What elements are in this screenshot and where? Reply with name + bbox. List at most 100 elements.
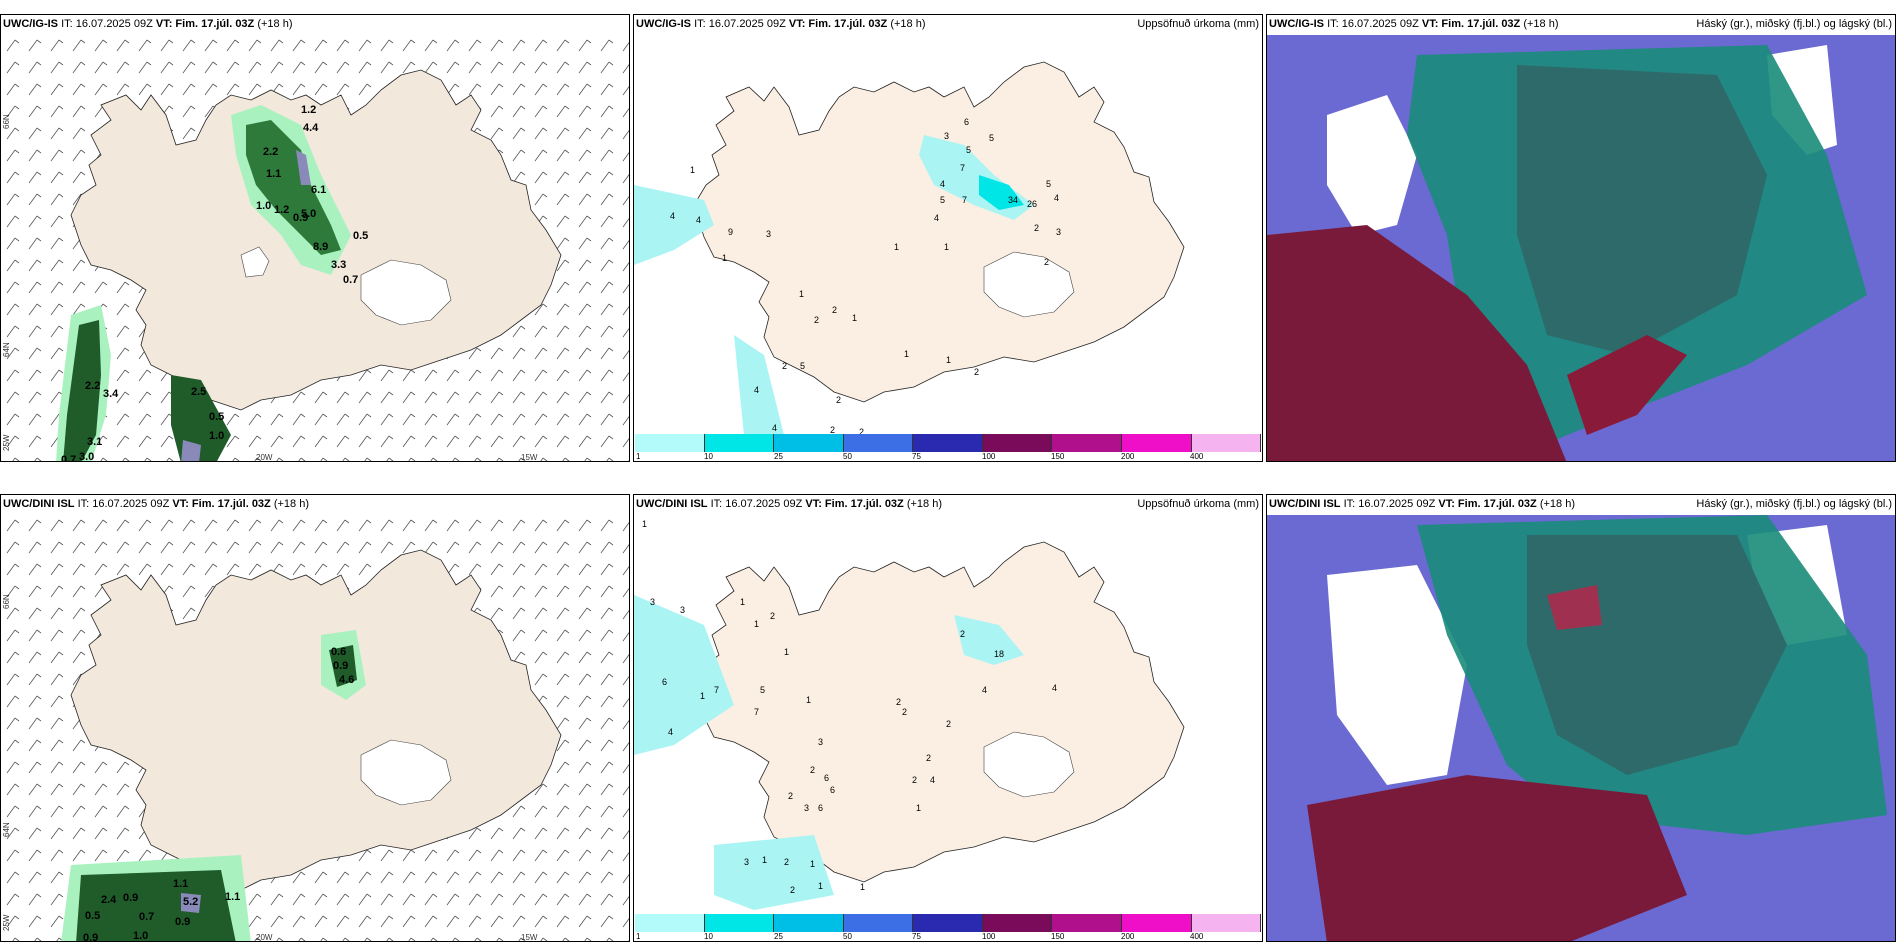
rain-label: 9 <box>728 227 733 237</box>
panel-title: UWC/DINI ISL IT: 16.07.2025 09Z VT: Fim.… <box>1269 498 1576 510</box>
rain-label: 6 <box>964 117 969 127</box>
rain-label: 2 <box>902 707 907 717</box>
lon-label-25w: 25W <box>2 914 11 931</box>
precip-label: 3.1 <box>87 436 102 448</box>
rain-label: 2 <box>782 361 787 371</box>
rain-label: 2 <box>926 753 931 763</box>
glacier-vatnajokull <box>360 259 452 326</box>
rain-label: 4 <box>1052 683 1057 693</box>
high-cloud-south <box>1307 775 1687 941</box>
rain-east-core <box>979 175 1024 210</box>
panel-title: UWC/IG-IS IT: 16.07.2025 09Z VT: Fim. 17… <box>636 18 926 30</box>
rain-label: 5 <box>800 361 805 371</box>
rain-label: 4 <box>982 685 987 695</box>
precip-label: 0.6 <box>331 646 346 658</box>
precip-east-core <box>246 120 341 255</box>
clear-west <box>1327 95 1417 235</box>
panel-variable-title: Uppsöfnuð úrkoma (mm) <box>1137 18 1259 30</box>
precip-label: 6.1 <box>311 184 326 196</box>
rain-label: 2 <box>960 629 965 639</box>
precip-label: 0.5 <box>85 910 100 922</box>
glacier-vatnajokull <box>983 731 1075 798</box>
colorbar-ticks: 1 10 25 50 75 100 150 200 400 <box>636 932 1204 941</box>
lon-label-25w: 25W <box>2 434 11 451</box>
precip-label: 0.9 <box>83 932 98 942</box>
rain-label: 1 <box>852 313 857 323</box>
rain-label: 2 <box>770 611 775 621</box>
precip-label: 1.0 <box>209 430 224 442</box>
rain-label: 4 <box>668 727 673 737</box>
rain-label: 5 <box>989 133 994 143</box>
precip-label: 1.2 <box>301 104 316 116</box>
panel-uwc-dini-wind-precip: UWC/DINI ISL IT: 16.07.2025 09Z VT: Fim.… <box>0 494 630 942</box>
rain-label: 6 <box>824 773 829 783</box>
precip-label: 3.3 <box>331 259 346 271</box>
rain-label: 2 <box>859 427 864 435</box>
rain-label: 1 <box>810 859 815 869</box>
high-cloud-south <box>1567 335 1687 435</box>
rain-label: 2 <box>784 857 789 867</box>
rain-labels: 1 3 3 1 1 2 1 6 7 5 1 7 1 4 2 18 4 4 2 2… <box>642 519 1057 895</box>
rain-label: 4 <box>934 213 939 223</box>
rain-label: 7 <box>714 685 719 695</box>
rain-label: 1 <box>946 355 951 365</box>
rain-labels: 6 5 3 5 7 4 5 7 34 26 5 4 4 2 3 1 2 4 4 … <box>670 117 1061 435</box>
precip-label: 2.5 <box>191 386 206 398</box>
rain-label: 1 <box>722 253 727 263</box>
rain-label: 2 <box>896 697 901 707</box>
rain-label: 1 <box>762 855 767 865</box>
rain-label: 4 <box>670 211 675 221</box>
rain-label: 2 <box>1034 223 1039 233</box>
rain-label: 34 <box>1008 195 1018 205</box>
precip-east-max <box>296 150 311 185</box>
map-clouds <box>1267 515 1895 941</box>
rain-label: 7 <box>962 195 967 205</box>
rain-label: 1 <box>700 691 705 701</box>
lat-label-66n: 66N <box>2 594 11 609</box>
rain-label: 2 <box>810 765 815 775</box>
precip-label: 8.9 <box>313 241 328 253</box>
rain-label: 4 <box>754 385 759 395</box>
precip-colorbar <box>635 434 1262 452</box>
rain-label: 5 <box>1046 179 1051 189</box>
panel-variable-title: Uppsöfnuð úrkoma (mm) <box>1137 498 1259 510</box>
colorbar-ticks: 1 10 25 50 75 100 150 200 400 <box>636 452 1204 461</box>
rain-label: 6 <box>830 785 835 795</box>
panel-uwc-igis-wind-precip: UWC/IG-IS IT: 16.07.2025 09Z VT: Fim. 17… <box>0 14 630 462</box>
precip-label: 0.9 <box>175 916 190 928</box>
precip-label: 3.0 <box>79 451 94 462</box>
precip-label: 4.6 <box>339 674 354 686</box>
rain-label: 6 <box>662 677 667 687</box>
rain-label: 4 <box>1054 193 1059 203</box>
precip-label: 0.7 <box>139 911 154 923</box>
precip-label: 0.7 <box>343 274 358 286</box>
rain-label: 2 <box>946 719 951 729</box>
map-wind-precip: 0.6 0.9 4.6 1.1 5.2 2.4 0.9 0.7 0.9 0.5 … <box>1 515 629 942</box>
precip-label: 1.1 <box>266 168 281 180</box>
precip-label: 1.1 <box>173 878 188 890</box>
rain-label: 2 <box>974 367 979 377</box>
rain-label: 1 <box>740 597 745 607</box>
panel-uwc-igis-accum-precip: UWC/IG-IS IT: 16.07.2025 09Z VT: Fim. 17… <box>633 14 1263 462</box>
rain-label: 5 <box>966 145 971 155</box>
panel-uwc-igis-clouds: UWC/IG-IS IT: 16.07.2025 09Z VT: Fim. 17… <box>1266 14 1896 462</box>
rain-label: 3 <box>944 131 949 141</box>
panel-variable-title: Háský (gr.), miðský (fj.bl.) og lágský (… <box>1696 498 1892 510</box>
lon-label-15w: 15W <box>521 933 538 942</box>
precip-label: 4.4 <box>303 122 319 134</box>
rain-west-sea <box>634 185 714 265</box>
rain-label: 2 <box>836 395 841 405</box>
precip-labels: 0.6 0.9 4.6 1.1 5.2 2.4 0.9 0.7 0.9 0.5 … <box>83 646 354 942</box>
rain-south-sea <box>734 335 784 435</box>
rain-label: 2 <box>830 425 835 435</box>
rain-label: 2 <box>790 885 795 895</box>
rain-west-sea <box>634 595 734 755</box>
precip-label: 1.2 <box>274 204 289 216</box>
rain-label: 1 <box>799 289 804 299</box>
panel-uwc-dini-accum-precip: UWC/DINI ISL IT: 16.07.2025 09Z VT: Fim.… <box>633 494 1263 942</box>
rain-label: 1 <box>818 881 823 891</box>
precip-south-max <box>181 893 201 913</box>
rain-label: 26 <box>1027 199 1037 209</box>
glacier-langjokull <box>240 246 270 278</box>
precip-label: 5.0 <box>301 208 316 220</box>
